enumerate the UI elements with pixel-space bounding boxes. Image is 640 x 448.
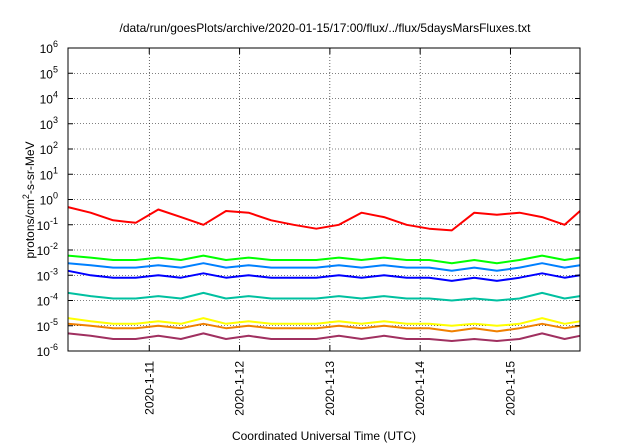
y-tick-label: 10-2 [37, 241, 58, 258]
y-tick-label: 100 [40, 191, 58, 208]
y-tick-label: 10-3 [37, 266, 58, 283]
y-tick-label: 10-6 [37, 342, 58, 359]
x-axis-label: Coordinated Universal Time (UTC) [232, 429, 416, 443]
x-tick-label: 2020-1-11 [142, 361, 156, 415]
grid-lines [68, 48, 580, 351]
x-tick-label: 2020-1-12 [233, 361, 247, 416]
x-tick-label: 2020-1-15 [503, 361, 517, 416]
series-line [67, 291, 581, 302]
series-line [67, 262, 581, 272]
y-tick-label: 104 [40, 90, 58, 107]
y-axis-ticks: 10-6 10-5 10-4 10-3 10-2 10-1 100 101 102 103 104 1… [37, 39, 580, 359]
x-tick-label: 2020-1-14 [413, 361, 427, 416]
x-axis-ticks: 2020-1-11 2020-1-12 2020-1-13 2020-1-14 2020… [142, 48, 517, 416]
series-line [67, 317, 581, 327]
y-tick-label: 102 [40, 140, 58, 157]
y-tick-label: 105 [40, 64, 58, 81]
y-tick-label: 101 [40, 165, 58, 182]
y-axis-label: protons/cm2-s-sr-MeV [21, 141, 37, 258]
series-line [67, 206, 581, 232]
y-tick-label: 106 [40, 39, 58, 56]
series-lines [67, 206, 581, 342]
series-line [67, 254, 581, 265]
series-line [67, 332, 581, 342]
chart-title: /data/run/goesPlots/archive/2020-01-15/1… [120, 21, 532, 35]
series-line [67, 322, 581, 333]
y-tick-label: 103 [40, 115, 58, 132]
series-line [67, 269, 581, 282]
x-tick-label: 2020-1-13 [323, 361, 337, 416]
y-tick-label: 10-5 [37, 317, 58, 334]
y-tick-label: 10-4 [37, 292, 58, 309]
y-tick-label: 10-1 [37, 216, 58, 233]
